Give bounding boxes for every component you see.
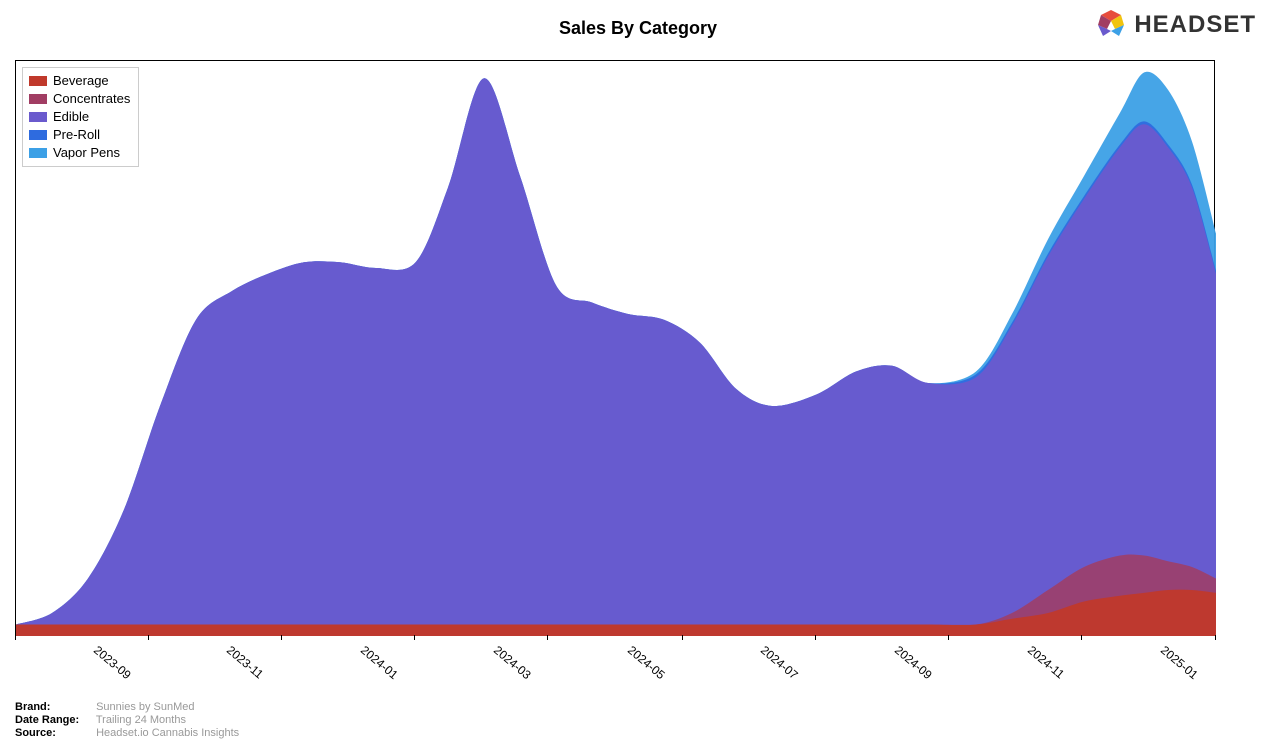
meta-brand-value: Sunnies by SunMed (96, 701, 194, 713)
area-series-edible (16, 78, 1216, 636)
x-tick-mark (281, 635, 282, 640)
x-tick-label: 2023-09 (91, 643, 134, 682)
area-chart-svg (16, 61, 1216, 636)
meta-source-label: Source: (15, 727, 93, 739)
x-tick-label: 2025-01 (1158, 643, 1201, 682)
x-tick-label: 2024-05 (625, 643, 668, 682)
meta-source-value: Headset.io Cannabis Insights (96, 727, 239, 739)
meta-brand: Brand: Sunnies by SunMed (15, 701, 195, 713)
x-tick-label: 2023-11 (224, 643, 266, 681)
x-tick-label: 2023-07 (0, 643, 1, 682)
legend-swatch-icon (29, 76, 47, 86)
legend-item-edible: Edible (29, 108, 130, 126)
legend-item-vapor-pens: Vapor Pens (29, 144, 130, 162)
meta-date-range: Date Range: Trailing 24 Months (15, 714, 186, 726)
legend-label: Vapor Pens (53, 144, 120, 162)
legend-swatch-icon (29, 112, 47, 122)
legend-swatch-icon (29, 94, 47, 104)
x-tick-mark (1081, 635, 1082, 640)
meta-range-value: Trailing 24 Months (96, 714, 186, 726)
legend-label: Edible (53, 108, 89, 126)
chart-title: Sales By Category (559, 18, 717, 39)
meta-range-label: Date Range: (15, 714, 93, 726)
x-tick-label: 2024-03 (491, 643, 534, 682)
legend-swatch-icon (29, 148, 47, 158)
legend-item-pre-roll: Pre-Roll (29, 126, 130, 144)
x-tick-mark (1215, 635, 1216, 640)
x-tick-mark (815, 635, 816, 640)
logo-mark-icon (1094, 8, 1128, 42)
legend-swatch-icon (29, 130, 47, 140)
meta-brand-label: Brand: (15, 701, 93, 713)
x-tick-mark (948, 635, 949, 640)
x-tick-label: 2024-11 (1025, 643, 1067, 681)
x-tick-label: 2024-09 (892, 643, 935, 682)
x-tick-label: 2024-07 (758, 643, 801, 682)
meta-source: Source: Headset.io Cannabis Insights (15, 727, 239, 739)
x-tick-mark (414, 635, 415, 640)
x-tick-mark (682, 635, 683, 640)
x-tick-mark (15, 635, 16, 640)
chart-legend: BeverageConcentratesEdiblePre-RollVapor … (22, 67, 139, 167)
chart-plot-area: BeverageConcentratesEdiblePre-RollVapor … (15, 60, 1215, 635)
legend-item-beverage: Beverage (29, 72, 130, 90)
legend-label: Pre-Roll (53, 126, 100, 144)
x-tick-mark (547, 635, 548, 640)
x-tick-label: 2024-01 (358, 643, 401, 682)
logo-text: HEADSET (1134, 11, 1256, 39)
legend-label: Beverage (53, 72, 109, 90)
x-tick-mark (148, 635, 149, 640)
legend-item-concentrates: Concentrates (29, 90, 130, 108)
legend-label: Concentrates (53, 90, 130, 108)
brand-logo: HEADSET (1094, 8, 1256, 42)
